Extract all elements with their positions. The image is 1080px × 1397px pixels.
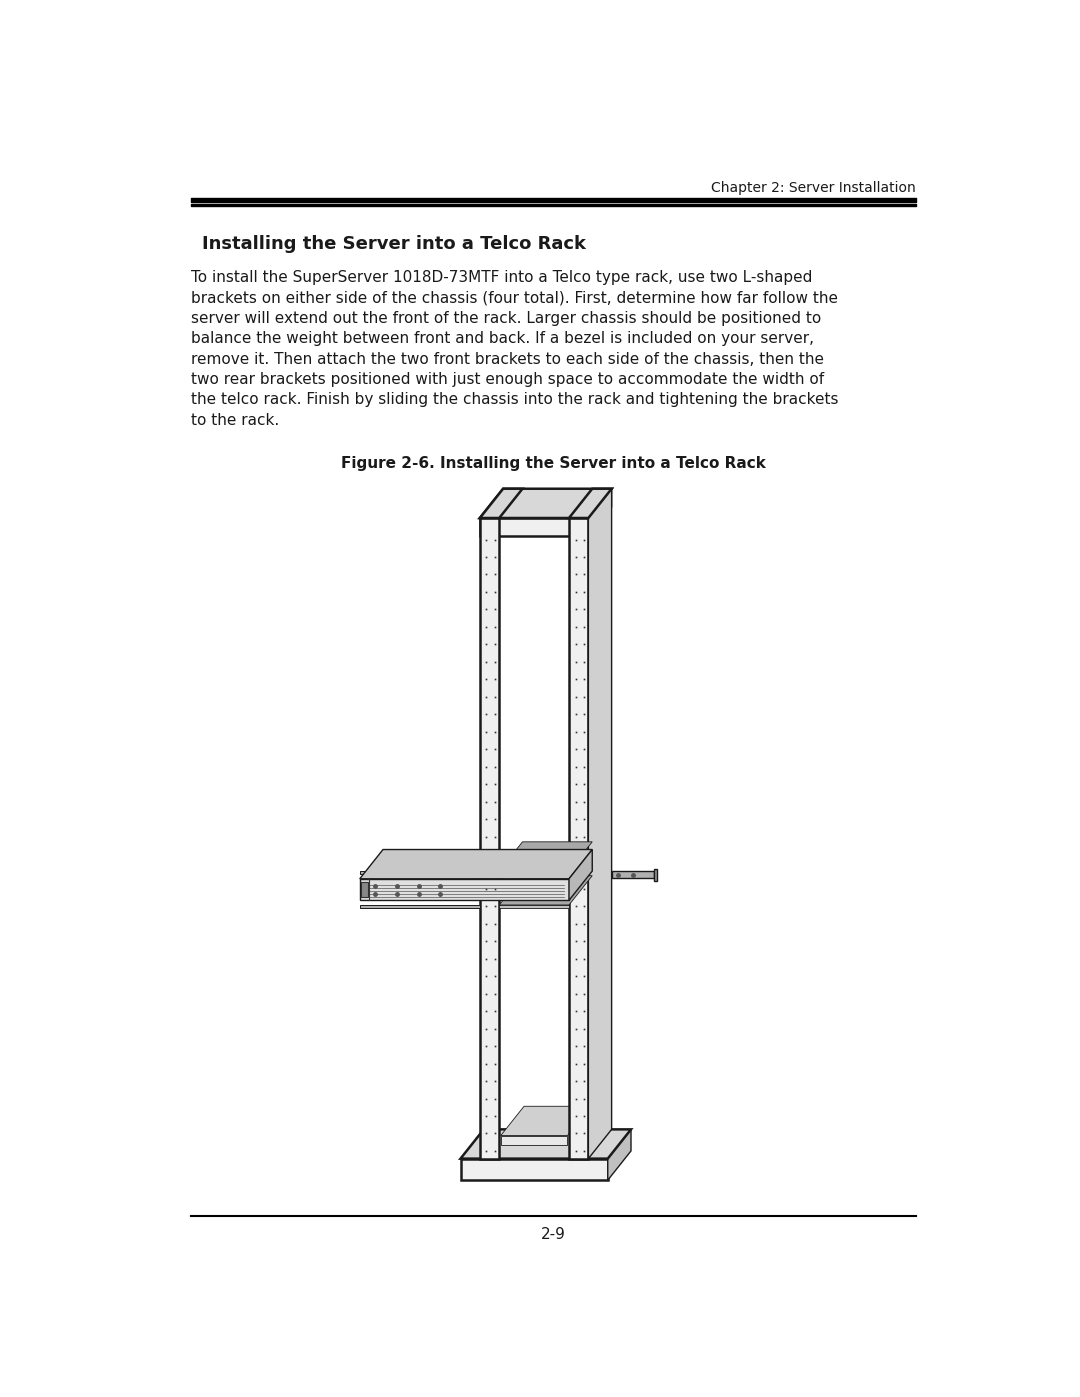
Polygon shape [360,872,480,875]
Polygon shape [499,872,569,875]
Polygon shape [608,1129,631,1180]
Polygon shape [480,489,523,518]
Polygon shape [589,489,611,536]
Text: two rear brackets positioned with just enough space to accommodate the width of: two rear brackets positioned with just e… [191,372,824,387]
Polygon shape [569,849,592,900]
Polygon shape [480,489,611,518]
Polygon shape [460,1158,608,1180]
Polygon shape [460,1129,631,1158]
Polygon shape [611,872,654,879]
Polygon shape [499,876,592,905]
Polygon shape [589,489,611,1158]
Text: balance the weight between front and back. If a bezel is included on your server: balance the weight between front and bac… [191,331,814,346]
Polygon shape [499,842,592,872]
Polygon shape [569,489,611,518]
Polygon shape [361,882,367,897]
Text: the telco rack. Finish by sliding the chassis into the rack and tightening the b: the telco rack. Finish by sliding the ch… [191,393,838,408]
Polygon shape [501,1106,591,1136]
Polygon shape [501,1136,567,1144]
Polygon shape [569,518,589,1158]
Text: brackets on either side of the chassis (four total). First, determine how far fo: brackets on either side of the chassis (… [191,291,838,306]
Polygon shape [480,518,589,536]
Polygon shape [360,879,569,900]
Text: Chapter 2: Server Installation: Chapter 2: Server Installation [712,180,916,194]
Text: to the rack.: to the rack. [191,414,279,427]
Text: To install the SuperServer 1018D-73MTF into a Telco type rack, use two L-shaped: To install the SuperServer 1018D-73MTF i… [191,270,812,285]
Text: remove it. Then attach the two front brackets to each side of the chassis, then : remove it. Then attach the two front bra… [191,352,824,366]
Polygon shape [499,905,569,908]
Text: Installing the Server into a Telco Rack: Installing the Server into a Telco Rack [202,236,586,253]
Polygon shape [360,905,480,908]
Text: 2-9: 2-9 [541,1227,566,1242]
Polygon shape [480,518,499,1158]
Text: server will extend out the front of the rack. Larger chassis should be positione: server will extend out the front of the … [191,312,821,326]
Polygon shape [360,849,592,879]
Text: Figure 2-6. Installing the Server into a Telco Rack: Figure 2-6. Installing the Server into a… [341,457,766,471]
Polygon shape [654,869,658,882]
